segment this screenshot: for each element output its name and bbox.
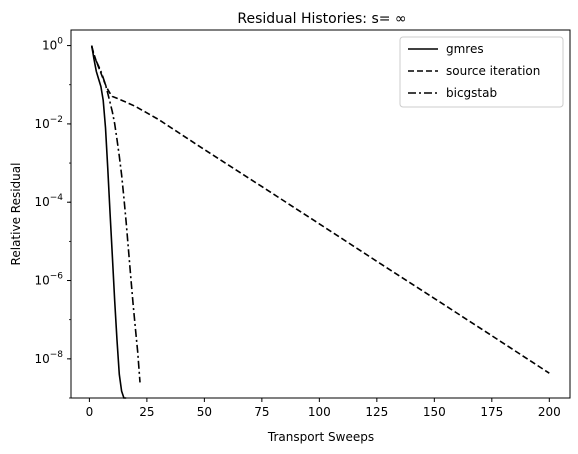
chart-title: Residual Histories: s= ∞ <box>237 11 406 27</box>
x-tick-label: 100 <box>308 405 331 419</box>
x-tick-label: 150 <box>423 405 446 419</box>
y-tick-label: 100 <box>42 37 63 53</box>
legend-label: source iteration <box>446 64 540 78</box>
x-tick-label: 0 <box>86 405 94 419</box>
y-tick-label: 10−8 <box>34 350 63 366</box>
series-line-source-iteration <box>90 46 550 374</box>
x-tick-label: 200 <box>538 405 561 419</box>
x-axis-ticks: 0 25 50 75 100 125 150 175 200 <box>86 398 561 419</box>
y-tick-label: 10−2 <box>34 115 63 131</box>
x-axis-label: Transport Sweeps <box>267 430 374 444</box>
plot-area <box>90 45 550 399</box>
y-tick-label: 10−6 <box>34 272 63 288</box>
plot-frame <box>70 29 571 399</box>
y-axis-label: Relative Residual <box>9 163 23 266</box>
x-tick-label: 75 <box>254 405 269 419</box>
legend-box <box>399 36 564 108</box>
legend-label: bicgstab <box>446 86 497 100</box>
y-tick-label: 10−4 <box>34 193 63 209</box>
legend-label: gmres <box>446 42 484 56</box>
y-axis-ticks: 100 10−2 10−4 10−6 10−8 <box>34 37 71 399</box>
x-tick-label: 125 <box>365 405 388 419</box>
x-tick-label: 25 <box>139 405 154 419</box>
series-line-gmres <box>90 45 127 399</box>
x-tick-label: 50 <box>197 405 212 419</box>
x-tick-label: 175 <box>480 405 503 419</box>
legend: gmres source iteration bicgstab <box>399 36 564 108</box>
